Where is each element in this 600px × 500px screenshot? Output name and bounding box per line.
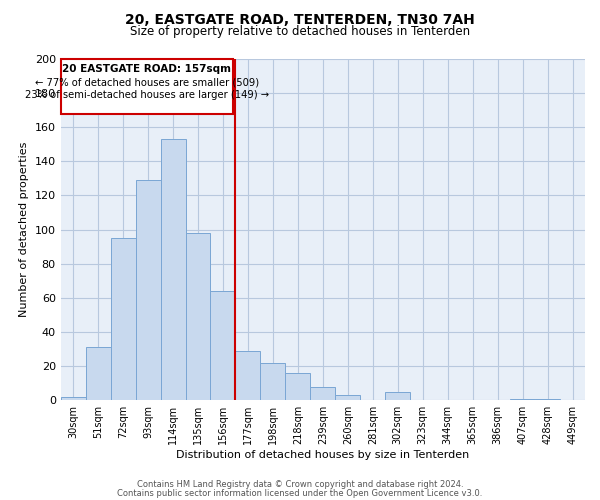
- Bar: [110, 238, 136, 400]
- Bar: [136, 180, 161, 400]
- Text: Size of property relative to detached houses in Tenterden: Size of property relative to detached ho…: [130, 25, 470, 38]
- Text: 20 EASTGATE ROAD: 157sqm: 20 EASTGATE ROAD: 157sqm: [62, 64, 232, 74]
- Text: Contains public sector information licensed under the Open Government Licence v3: Contains public sector information licen…: [118, 489, 482, 498]
- Bar: [535, 398, 560, 400]
- Text: 20, EASTGATE ROAD, TENTERDEN, TN30 7AH: 20, EASTGATE ROAD, TENTERDEN, TN30 7AH: [125, 12, 475, 26]
- Bar: [61, 397, 86, 400]
- Bar: [335, 395, 360, 400]
- Bar: [286, 373, 310, 400]
- Y-axis label: Number of detached properties: Number of detached properties: [19, 142, 29, 318]
- Bar: [385, 392, 410, 400]
- Text: 23% of semi-detached houses are larger (149) →: 23% of semi-detached houses are larger (…: [25, 90, 269, 100]
- Bar: [185, 233, 211, 400]
- Text: Contains HM Land Registry data © Crown copyright and database right 2024.: Contains HM Land Registry data © Crown c…: [137, 480, 463, 489]
- Bar: [310, 386, 335, 400]
- Bar: [235, 350, 260, 400]
- Bar: [510, 398, 535, 400]
- X-axis label: Distribution of detached houses by size in Tenterden: Distribution of detached houses by size …: [176, 450, 469, 460]
- Text: ← 77% of detached houses are smaller (509): ← 77% of detached houses are smaller (50…: [35, 78, 259, 88]
- Bar: [260, 362, 286, 400]
- Bar: [211, 291, 235, 400]
- Bar: [86, 348, 110, 400]
- FancyBboxPatch shape: [61, 59, 233, 114]
- Bar: [161, 139, 185, 400]
